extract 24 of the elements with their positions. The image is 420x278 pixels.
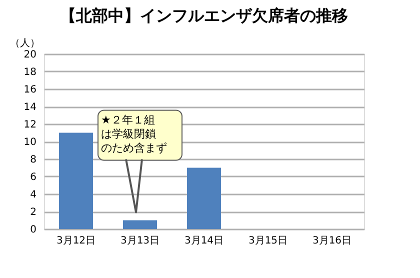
y-tick-label: 8 — [30, 154, 36, 166]
y-tick-label: 12 — [24, 120, 36, 130]
x-tick-label: 3月12日 — [56, 236, 96, 246]
y-tick-label: 10 — [24, 137, 36, 148]
annotation: は学級閉鎖 — [101, 127, 156, 140]
x-tick-label: 3月14日 — [184, 236, 224, 246]
annotation: ★２年１組 — [101, 113, 155, 126]
y-axis-title: （人） — [10, 38, 40, 49]
bar — [59, 132, 93, 229]
y-tick-label: 0 — [30, 224, 36, 236]
bar — [187, 168, 221, 229]
bar — [123, 220, 157, 229]
chart-title: 【北部中】インフルエンザ欠席者の推移 — [60, 6, 348, 25]
y-tick-label: 16 — [24, 84, 36, 96]
x-tick-label: 3月16日 — [312, 236, 352, 246]
y-tick-label: 18 — [24, 67, 36, 78]
y-tick-label: 20 — [24, 50, 36, 60]
y-tick-label: 4 — [30, 190, 36, 200]
annotation: のため含まず — [101, 141, 167, 154]
x-tick-label: 3月13日 — [120, 236, 160, 246]
y-tick-label: 2 — [30, 207, 36, 218]
y-tick-label: 14 — [24, 102, 36, 113]
x-tick-label: 3月15日 — [248, 236, 288, 246]
y-tick-label: 6 — [30, 172, 36, 183]
